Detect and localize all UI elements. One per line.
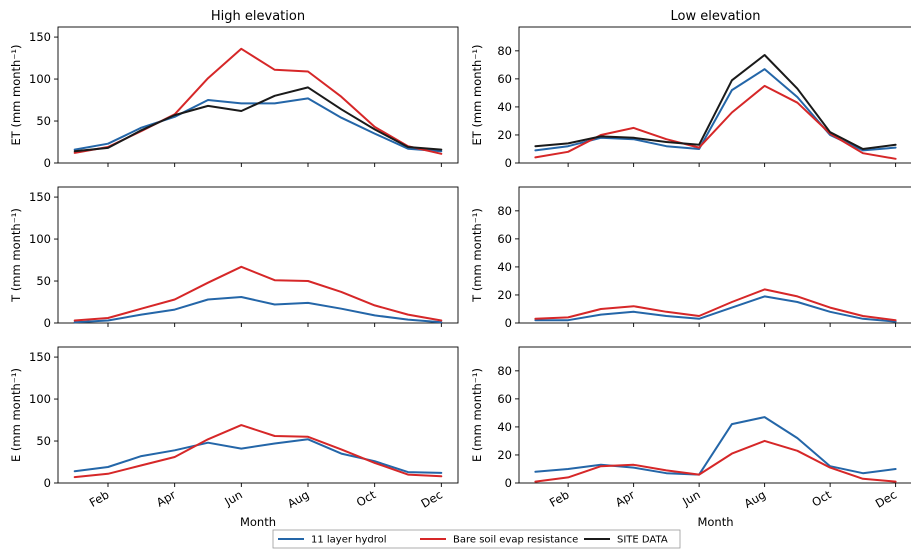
y-tick-label: 60 <box>497 392 512 406</box>
y-tick-label: 0 <box>44 316 51 330</box>
x-axis-label: Month <box>240 515 276 529</box>
x-tick-label: Aug <box>285 487 311 510</box>
x-tick-label: Apr <box>613 487 637 509</box>
y-tick-label: 80 <box>497 364 512 378</box>
series-line <box>534 295 897 323</box>
x-tick-label: Feb <box>87 487 112 509</box>
y-tick-label: 60 <box>497 72 512 86</box>
y-tick-label: 80 <box>497 204 512 218</box>
x-tick-label: Jun <box>679 487 702 509</box>
y-tick-label: 50 <box>36 114 51 128</box>
x-tick-label: Dec <box>873 487 899 510</box>
y-tick-label: 40 <box>497 420 512 434</box>
panels: 0 50 100 150 High elevation ET (mm month⁻¹) 0 2… <box>9 9 911 529</box>
axes-frame <box>518 346 911 484</box>
axes-frame <box>518 186 911 324</box>
y-tick-label: 40 <box>497 260 512 274</box>
legend-label: Bare soil evap resistance <box>453 535 578 546</box>
y-tick-label: 100 <box>29 392 51 406</box>
panel-1: 0 50 100 150 High elevation ET (mm month⁻¹) <box>9 9 459 170</box>
series-line <box>73 438 443 474</box>
y-axis-label: T (mm month⁻¹) <box>470 208 484 303</box>
series-line <box>534 288 897 322</box>
y-tick-label: 0 <box>44 476 51 490</box>
y-tick-label: 100 <box>29 232 51 246</box>
legend-frame <box>272 529 681 549</box>
y-axis-label: E (mm month⁻¹) <box>470 368 484 462</box>
y-axis-label: ET (mm month⁻¹) <box>470 45 484 146</box>
y-tick-label: 0 <box>44 156 51 170</box>
series-line <box>534 416 897 476</box>
x-tick-label: Feb <box>547 487 572 509</box>
series-line <box>73 296 443 324</box>
series-line <box>73 86 443 153</box>
axes-frame <box>518 26 911 164</box>
y-tick-label: 20 <box>497 448 512 462</box>
series-line <box>73 97 443 153</box>
y-tick-label: 150 <box>29 350 51 364</box>
panel-3: 0 50 100 150 T (mm month⁻¹) <box>9 186 459 330</box>
panel-title: Low elevation <box>671 9 761 24</box>
y-axis-label: E (mm month⁻¹) <box>9 368 23 462</box>
y-tick-label: 20 <box>497 288 512 302</box>
y-axis-label: ET (mm month⁻¹) <box>9 45 23 146</box>
y-tick-label: 50 <box>36 434 51 448</box>
y-tick-label: 80 <box>497 44 512 58</box>
y-tick-label: 0 <box>505 156 512 170</box>
x-tick-label: Aug <box>742 487 768 510</box>
y-tick-label: 50 <box>36 274 51 288</box>
series-line <box>534 439 897 483</box>
x-axis-label: Month <box>697 515 733 529</box>
y-tick-label: 60 <box>497 232 512 246</box>
axes-frame <box>57 346 459 484</box>
x-tick-label: Jun <box>221 487 244 509</box>
axes-frame <box>57 186 459 324</box>
legend-label: SITE DATA <box>617 535 668 546</box>
x-tick-label: Oct <box>354 487 379 509</box>
y-tick-label: 40 <box>497 100 512 114</box>
legend-label: 11 layer hydrol <box>311 535 387 546</box>
y-tick-label: 150 <box>29 190 51 204</box>
series-line <box>534 84 897 160</box>
panel-2: 0 20 40 60 80 Low elevation ET (mm month⁻¹) <box>470 9 911 170</box>
panel-4: 0 20 40 60 80 T (mm month⁻¹) <box>470 186 911 330</box>
y-tick-label: 100 <box>29 72 51 86</box>
axes-frame <box>57 26 459 164</box>
panel-5: 0 50 100 150 Feb Apr Jun Aug Oct Dec E (mm month⁻¹… <box>9 346 459 529</box>
x-tick-label: Dec <box>419 487 445 510</box>
panel-title: High elevation <box>211 9 305 24</box>
y-tick-label: 0 <box>505 476 512 490</box>
panel-6: 0 20 40 60 80 Feb Apr Jun Aug Oct Dec E (mm month⁻¹… <box>470 346 911 529</box>
series-line <box>73 424 443 479</box>
x-tick-label: Oct <box>809 487 834 509</box>
y-tick-label: 20 <box>497 128 512 142</box>
x-tick-label: Apr <box>154 487 178 509</box>
y-tick-label: 150 <box>29 30 51 44</box>
y-tick-label: 0 <box>505 316 512 330</box>
legend: 11 layer hydrol Bare soil evap resistance… <box>272 529 681 549</box>
y-axis-label: T (mm month⁻¹) <box>9 208 23 303</box>
series-line <box>73 265 443 322</box>
series-line <box>534 54 897 150</box>
